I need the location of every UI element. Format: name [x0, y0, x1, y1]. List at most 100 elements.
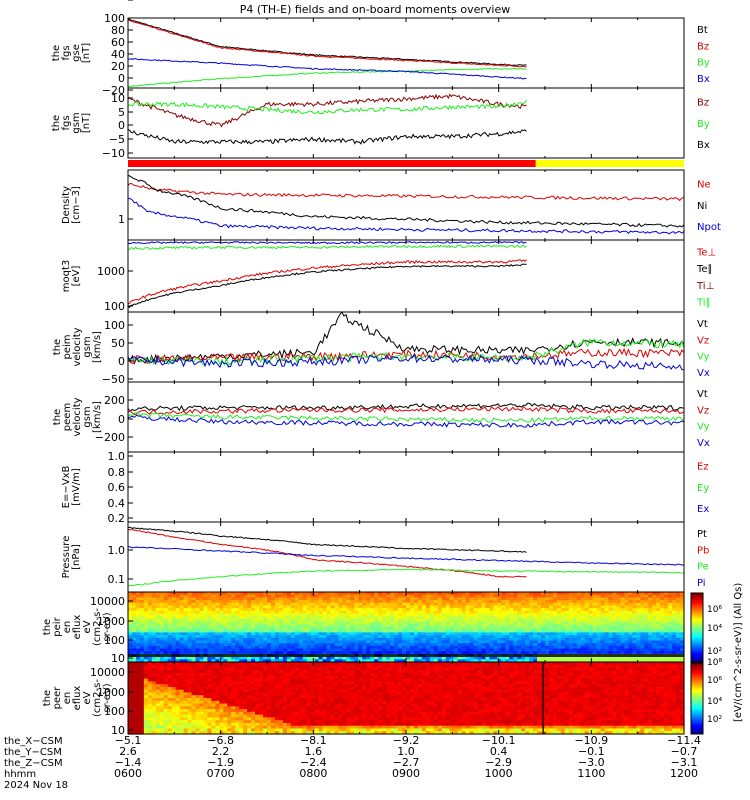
y-axis-label-peir-spectrogram: the [42, 619, 53, 635]
y-axis-label-peer-spectrogram: the [42, 690, 53, 706]
x-axis-row-label: the_X−CSM [4, 736, 63, 747]
y-tick-peem-velocity: 0 [118, 413, 125, 426]
y-tick-fgs-gse: 0 [118, 72, 125, 85]
legend-entry-peim-velocity: Vy [697, 352, 710, 363]
x-axis-value: −3.0 [578, 756, 605, 769]
legend-entry-pressure: Pi [697, 578, 706, 589]
y-tick-peem-velocity: 200 [104, 394, 125, 407]
series-line-peem-velocity-Vy [127, 412, 685, 423]
x-axis-value: −0.7 [671, 745, 698, 758]
series-line-pressure-Pb [127, 529, 527, 578]
panel-frame-fgs-gse [127, 17, 685, 89]
y-axis-label-temperature: moqt3 [61, 260, 72, 293]
y-axis-label-peim-velocity: the [52, 339, 63, 355]
y-tick-fgs-gse: 60 [111, 36, 125, 49]
y-tick-peir-spectrogram: 10 [111, 652, 125, 665]
series-line-temperature-Te∥ [127, 263, 527, 309]
series-line-fgs-gse-Bt [127, 18, 527, 66]
y-tick-fgs-gse: 20 [111, 60, 125, 73]
y-tick-pressure: 0.1 [108, 573, 126, 586]
y-tick-fgs-gsm: 5 [118, 106, 125, 119]
y-axis-label-peir-spectrogram: eflux [72, 615, 83, 640]
legend-entry-fgs-gsm: Bx [697, 140, 710, 151]
y-axis-label-fgs-gsm: gsm [71, 112, 82, 133]
y-axis-label-fgs-gsm: [nT] [81, 113, 92, 133]
series-line-density-Ni [127, 174, 685, 228]
legend-entry-temperature: Ti⊥ [696, 281, 714, 292]
y-axis-label-peir-spectrogram: (cm2-s- [92, 608, 103, 646]
y-tick-temperature: 100 [104, 300, 125, 313]
panel-frame-peim-velocity [127, 311, 685, 383]
series-line-temperature-Ti⊥ [127, 259, 527, 305]
x-axis-value: −5.1 [115, 734, 142, 747]
x-axis-value: −1.9 [207, 756, 234, 769]
figure-title: P4 (TH-E) fields and on-board moments ov… [240, 3, 511, 16]
legend-entry-efield: Ex [697, 504, 709, 515]
colorbar-tick: 10⁴ [707, 697, 722, 707]
x-axis-row-label: the_Z−CSM [4, 758, 63, 769]
y-axis-label-fgs-gse: [nT] [81, 43, 92, 63]
x-axis-value: −6.8 [207, 734, 234, 747]
x-axis-value: 0900 [392, 767, 420, 780]
series-line-pressure-Pi [127, 546, 685, 566]
x-axis-date: 2024 Nov 18 [4, 780, 68, 791]
y-tick-fgs-gse: −20 [102, 84, 125, 97]
y-axis-label-fgs-gse: gse [71, 44, 82, 62]
x-axis-row-label: hhmm [4, 769, 36, 780]
status-bar-yellow [535, 160, 684, 167]
y-tick-peer-spectrogram: 1000 [97, 686, 125, 699]
y-axis-label-peer-spectrogram: sr-eV) [102, 683, 113, 712]
colorbar-tick: 10⁶ [707, 676, 722, 686]
legend-entry-pressure: Pb [697, 545, 709, 556]
x-axis-value: −2.7 [393, 756, 420, 769]
series-line-pressure-Pt [127, 526, 527, 553]
y-tick-fgs-gsm: 10 [111, 92, 125, 105]
series-line-peim-velocity-Vz [127, 347, 685, 365]
x-axis-value: 0.4 [490, 745, 508, 758]
y-tick-fgs-gsm: −10 [102, 147, 125, 160]
y-axis-label-fgs-gsm: the [51, 115, 62, 131]
series-line-fgs-gsm-Bx [127, 129, 527, 145]
y-axis-label-pressure: Pressure [61, 536, 72, 579]
y-axis-label-peer-spectrogram: en [62, 692, 73, 705]
colorbar-tick: 10⁶ [707, 605, 722, 615]
legend-entry-pressure: Pe [697, 562, 709, 573]
y-axis-label-peer-spectrogram: eV [82, 691, 93, 704]
y-tick-peim-velocity: −50 [102, 373, 125, 386]
x-axis-value: 2.2 [212, 745, 230, 758]
y-tick-fgs-gse: 40 [111, 48, 125, 61]
y-axis-label-peem-velocity: the [52, 409, 63, 425]
y-tick-pressure: 1.0 [108, 544, 126, 557]
y-tick-peem-velocity: −200 [95, 431, 125, 444]
series-line-fgs-gse-By [127, 67, 527, 88]
legend-entry-peim-velocity: Vt [697, 319, 708, 330]
x-axis-value: −9.2 [393, 734, 420, 747]
y-tick-fgs-gse: 100 [104, 12, 125, 25]
y-tick-efield: 0.8 [108, 466, 126, 479]
x-axis-value: −10.9 [574, 734, 608, 747]
y-tick-peir-spectrogram: 10000 [90, 595, 125, 608]
legend-entry-pressure: Pt [697, 529, 707, 540]
y-axis-label-fgs-gse: fgs [61, 45, 72, 60]
series-line-fgs-gsm-Bz [127, 93, 527, 128]
y-axis-label-peir-spectrogram: en [62, 621, 73, 634]
series-line-density-Npot [127, 197, 685, 235]
x-axis-value: −8.1 [300, 734, 327, 747]
x-axis-value: −11.4 [667, 734, 701, 747]
y-tick-efield: 0.0 [108, 0, 126, 3]
legend-entry-peim-velocity: Vx [697, 368, 710, 379]
y-axis-label-peim-velocity: peim [62, 334, 73, 359]
status-bar-red [128, 160, 536, 167]
colorbar-tick: 10² [707, 715, 722, 725]
series-line-temperature-Te⊥ [127, 241, 527, 245]
legend-entry-fgs-gse: Bx [697, 74, 710, 85]
y-axis-label-peim-velocity: [km/s] [92, 331, 103, 363]
y-axis-label-peer-spectrogram: peer [52, 686, 63, 710]
x-axis-value: 1000 [485, 767, 513, 780]
peer-colorbar [690, 662, 704, 735]
y-tick-peim-velocity: 50 [111, 337, 125, 350]
peir-spectrogram-image [128, 592, 685, 663]
legend-entry-peim-velocity: Vz [697, 335, 709, 346]
series-line-pressure-Pe [127, 568, 685, 587]
